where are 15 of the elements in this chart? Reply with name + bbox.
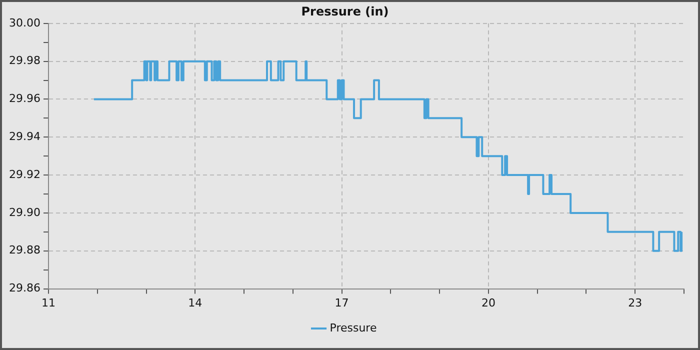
y-tick-label: 29.96 <box>8 92 40 106</box>
x-tick-label: 17 <box>334 296 349 310</box>
y-tick-label: 29.94 <box>8 130 40 143</box>
legend-label: Pressure <box>330 321 377 334</box>
y-tick-label: 29.86 <box>8 282 40 295</box>
x-tick-label: 23 <box>628 296 642 310</box>
x-tick-label: 20 <box>481 296 496 310</box>
y-tick-label: 29.98 <box>8 54 40 68</box>
chart-title: Pressure (in) <box>301 4 389 18</box>
x-tick-label: 11 <box>41 296 56 310</box>
y-tick-label: 29.92 <box>8 168 40 181</box>
y-tick-label: 29.88 <box>8 244 40 257</box>
y-tick-label: 30.00 <box>8 16 40 30</box>
y-tick-label: 29.90 <box>8 206 40 219</box>
x-tick-label: 14 <box>188 296 202 310</box>
